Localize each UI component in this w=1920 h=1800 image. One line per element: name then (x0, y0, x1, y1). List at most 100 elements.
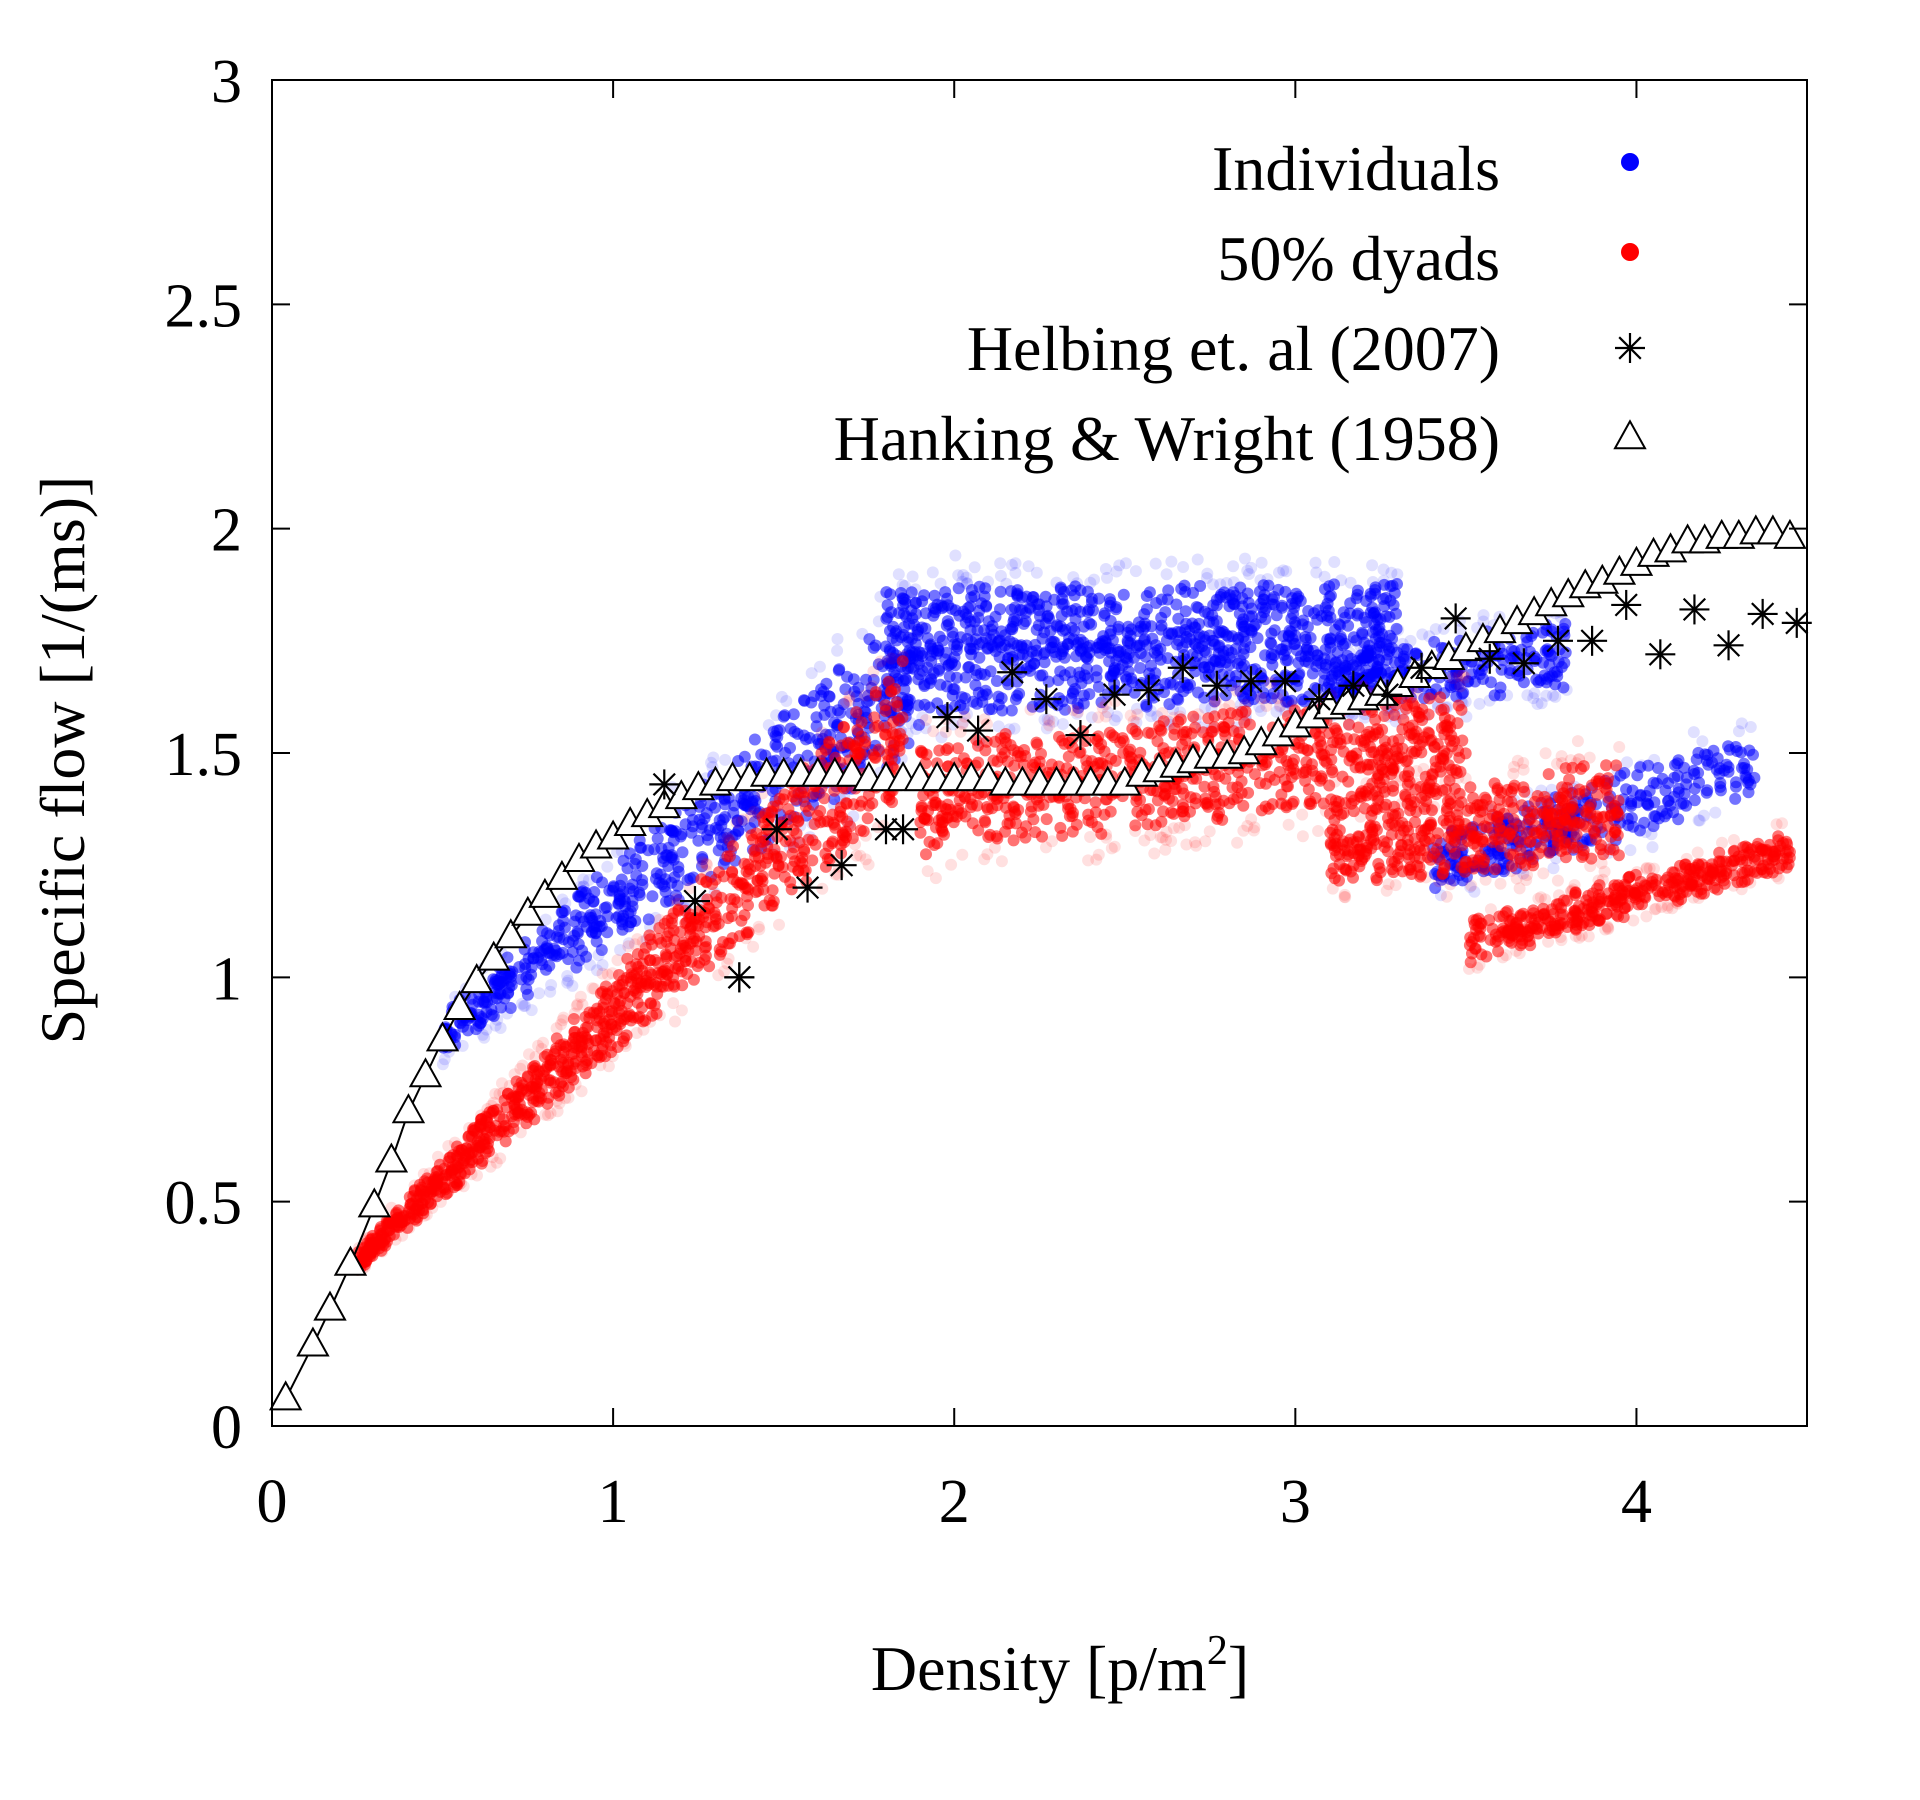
data-point (1621, 756, 1633, 769)
data-point (994, 603, 1006, 616)
data-point (1425, 804, 1438, 817)
data-point (980, 599, 993, 612)
data-point (580, 1021, 592, 1034)
data-point (1080, 754, 1093, 767)
data-point (951, 804, 964, 817)
data-point (1372, 768, 1385, 781)
data-point (1348, 794, 1361, 807)
data-point (617, 854, 630, 867)
data-point (676, 846, 689, 859)
data-point (523, 1048, 535, 1061)
data-point (1122, 665, 1135, 678)
data-point (465, 1153, 478, 1166)
data-point (490, 992, 503, 1005)
data-point (451, 1158, 464, 1170)
data-point (1056, 718, 1069, 730)
data-point (632, 1012, 645, 1025)
data-point (1025, 800, 1038, 813)
data-point (519, 999, 531, 1012)
data-point (1145, 710, 1158, 723)
data-point (453, 1179, 465, 1192)
data-point (1000, 801, 1012, 814)
data-point (1353, 860, 1366, 873)
data-point (1162, 584, 1175, 597)
data-point (928, 839, 941, 851)
data-point (1337, 835, 1349, 848)
data-point (1424, 816, 1437, 829)
data-point (945, 858, 958, 871)
data-point (1179, 585, 1192, 598)
data-point (881, 599, 894, 612)
data-point (672, 865, 685, 878)
data-point (1128, 686, 1141, 699)
data-point (722, 912, 734, 925)
data-point (723, 834, 736, 847)
data-point (633, 834, 646, 847)
data-point (1373, 862, 1386, 875)
data-point (702, 833, 714, 846)
data-point (364, 1237, 376, 1250)
data-point (1044, 625, 1057, 638)
data-point (1344, 576, 1357, 589)
data-point (772, 860, 785, 873)
data-point (744, 863, 757, 876)
data-point (1434, 691, 1447, 704)
data-point (1610, 759, 1623, 772)
data-point (1110, 603, 1122, 616)
data-point (481, 1103, 494, 1115)
data-point (1296, 830, 1309, 843)
data-point (577, 880, 590, 893)
data-point (1396, 723, 1409, 736)
data-point (660, 895, 673, 908)
data-point (1486, 836, 1499, 848)
data-point (779, 746, 792, 759)
data-point (996, 704, 1009, 717)
data-point (1031, 738, 1044, 751)
data-point (1276, 643, 1289, 656)
data-point (1179, 734, 1192, 746)
data-point (1412, 732, 1425, 745)
data-point (867, 665, 880, 678)
data-point (1540, 810, 1553, 822)
data-point (1333, 733, 1346, 746)
data-point (438, 1053, 451, 1066)
data-point (557, 1065, 570, 1078)
data-point (1140, 698, 1153, 711)
data-point (1156, 831, 1169, 844)
data-point (798, 786, 811, 799)
data-point (1505, 795, 1518, 808)
data-point (968, 615, 981, 628)
data-point (957, 569, 970, 581)
data-point (773, 918, 785, 931)
data-point (920, 748, 933, 761)
data-point (933, 630, 946, 643)
data-point (1151, 735, 1164, 748)
data-point (880, 586, 893, 599)
data-point (1166, 795, 1179, 807)
data-point (1131, 805, 1144, 818)
data-point (1058, 669, 1071, 682)
data-point (403, 1191, 416, 1203)
data-point (701, 858, 713, 871)
data-point (851, 724, 864, 736)
data-point (896, 711, 909, 724)
data-point (991, 755, 1004, 768)
data-point (981, 803, 994, 816)
data-point (529, 1062, 542, 1075)
data-point (1563, 773, 1576, 786)
data-point (494, 1022, 507, 1034)
data-point (994, 569, 1007, 582)
data-point (1326, 882, 1339, 895)
data-point (622, 907, 635, 920)
data-point (522, 952, 535, 965)
data-point (1201, 567, 1214, 580)
data-point (1255, 692, 1267, 705)
data-point (1239, 552, 1251, 565)
data-point (1219, 772, 1232, 785)
data-point (630, 958, 643, 971)
data-point (536, 935, 549, 948)
data-point (1300, 763, 1313, 776)
data-point (705, 799, 717, 811)
data-point (1555, 750, 1568, 763)
data-point (646, 890, 659, 903)
